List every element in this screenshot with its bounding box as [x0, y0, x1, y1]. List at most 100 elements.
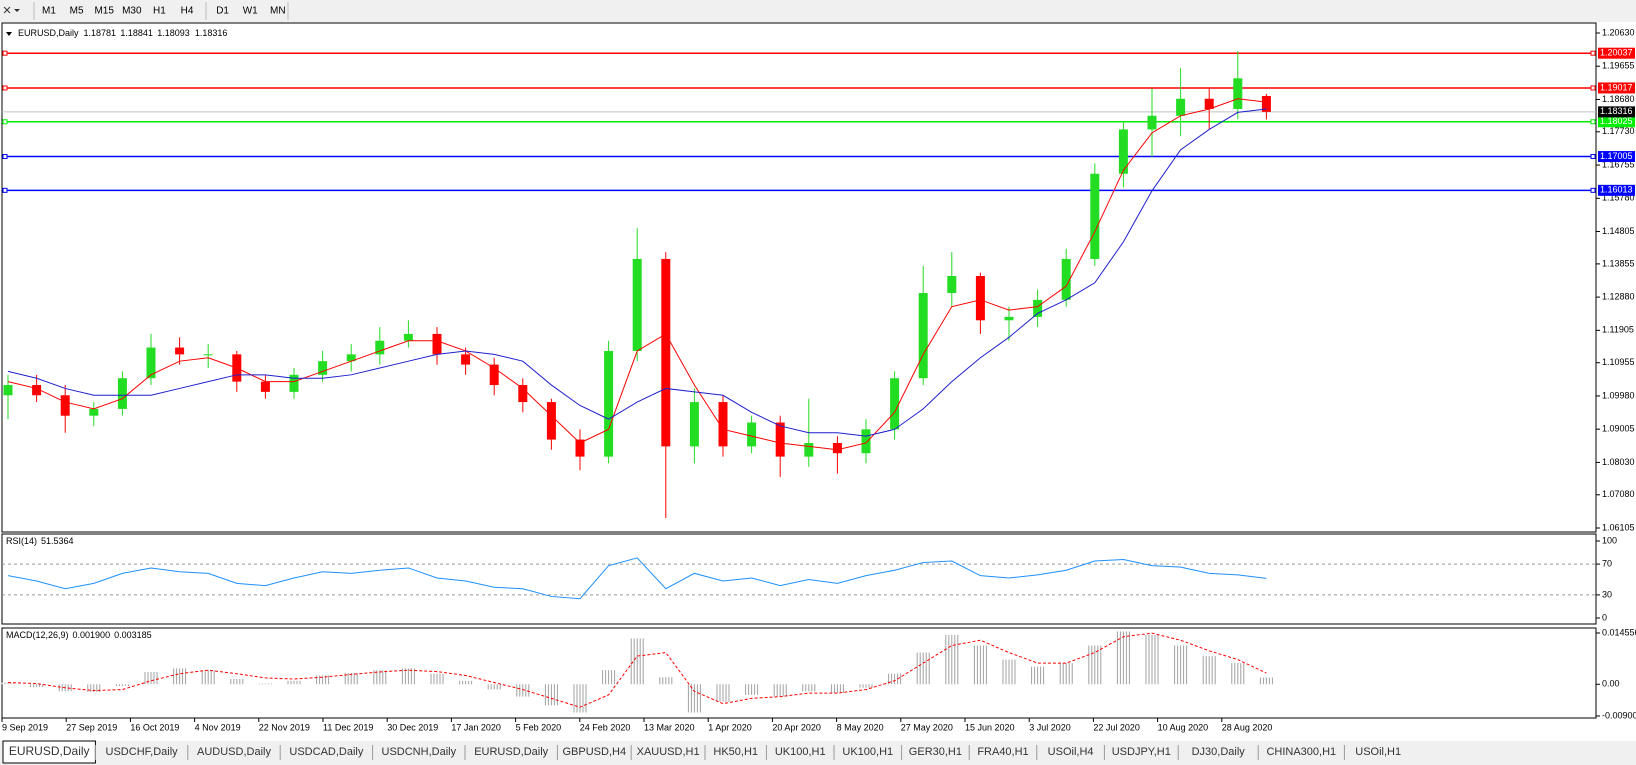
tab[interactable]: UK100,H1	[775, 746, 826, 758]
collapse-icon[interactable]	[6, 32, 12, 36]
x-tick-label: 1 Apr 2020	[708, 722, 752, 732]
tab[interactable]: FRA40,H1	[977, 746, 1028, 758]
x-tick-label: 4 Nov 2019	[195, 722, 241, 732]
level-handle[interactable]	[1590, 85, 1596, 91]
candle-body	[1004, 316, 1014, 321]
y-tick-label: 1.13855	[1602, 258, 1635, 268]
level-handle[interactable]	[1590, 154, 1596, 160]
candle-body	[661, 258, 671, 447]
timeframe-button[interactable]: M1	[42, 6, 56, 17]
x-tick-label: 28 Aug 2020	[1222, 722, 1273, 732]
candle-body	[175, 347, 185, 355]
tab[interactable]: DJ30,Daily	[1192, 746, 1246, 758]
tool-icon[interactable]	[3, 6, 11, 14]
level-handle[interactable]	[2, 85, 8, 91]
candle-body	[203, 354, 213, 356]
x-tick-label: 30 Dec 2019	[387, 722, 438, 732]
y-tick-label: 1.18680	[1602, 94, 1635, 104]
tab[interactable]: USDCNH,Daily	[382, 746, 457, 758]
rsi-line	[7, 557, 1267, 600]
tab[interactable]: USOil,H1	[1355, 746, 1401, 758]
candle-body	[718, 402, 728, 447]
timeframe-button[interactable]: M15	[94, 6, 114, 17]
timeframe-button[interactable]: MN	[270, 6, 286, 17]
y-tick-label: 0.00	[1602, 679, 1620, 689]
x-tick-label: 13 Mar 2020	[644, 722, 695, 732]
x-tick-label: 8 May 2020	[837, 722, 884, 732]
tab[interactable]: EURUSD,Daily	[474, 746, 548, 758]
y-tick-label: 0	[1602, 612, 1607, 622]
y-tick-label: 0.014556	[1602, 627, 1636, 637]
timeframe-button[interactable]: H1	[153, 6, 166, 17]
candle-body	[260, 381, 270, 392]
tab[interactable]: GER30,H1	[909, 746, 962, 758]
x-tick-label: 3 Jul 2020	[1029, 722, 1071, 732]
candle-body	[518, 385, 528, 403]
candle-body	[375, 340, 385, 355]
y-tick-label: 1.16755	[1602, 159, 1635, 169]
moving-average	[7, 108, 1267, 437]
candle-body	[403, 333, 413, 341]
candle-body	[832, 442, 842, 454]
timeframe-button[interactable]: D1	[216, 6, 229, 17]
level-handle[interactable]	[2, 187, 8, 193]
tab[interactable]: XAUUSD,H1	[637, 746, 700, 758]
tab[interactable]: USOil,H4	[1048, 746, 1094, 758]
ohlc-value: 1.18093	[157, 28, 190, 38]
timeframe-button[interactable]: M30	[122, 6, 142, 17]
level-handle[interactable]	[2, 119, 8, 125]
y-tick-label: -0.00900	[1602, 710, 1636, 720]
level-handle[interactable]	[1590, 50, 1596, 56]
indicator-value: 0.003185	[114, 630, 152, 640]
tab[interactable]: HK50,H1	[713, 746, 758, 758]
candle-body	[432, 333, 442, 355]
y-tick-label: 1.08030	[1602, 457, 1635, 467]
tab[interactable]: EURUSD,Daily	[9, 744, 90, 758]
tab[interactable]: CHINA300,H1	[1266, 746, 1336, 758]
y-tick-label: 1.11905	[1602, 325, 1634, 335]
tab[interactable]: USDCHF,Daily	[106, 746, 179, 758]
x-tick-label: 16 Oct 2019	[130, 722, 179, 732]
y-tick-label: 1.15780	[1602, 193, 1635, 203]
x-tick-label: 20 Apr 2020	[772, 722, 821, 732]
candle-body	[1061, 258, 1071, 300]
level-price-box	[1598, 151, 1635, 163]
candle-body	[32, 385, 42, 396]
timeframe-button[interactable]: W1	[243, 6, 258, 17]
level-handle[interactable]	[2, 50, 8, 56]
level-price-label: 1.17005	[1600, 151, 1633, 161]
candle-body	[861, 429, 871, 454]
candle-body	[60, 395, 70, 416]
ohlc-value: 1.18781	[84, 28, 117, 38]
candle-body	[575, 439, 585, 457]
candle-body	[689, 402, 699, 447]
candle-body	[604, 350, 614, 457]
tab[interactable]: USDJPY,H1	[1112, 746, 1171, 758]
dropdown-arrow[interactable]	[14, 9, 20, 12]
bid-price-label: 1.18316	[1600, 106, 1633, 116]
level-handle[interactable]	[1590, 119, 1596, 125]
candle-body	[1118, 129, 1128, 174]
x-tick-label: 24 Feb 2020	[580, 722, 631, 732]
x-tick-label: 5 Feb 2020	[516, 722, 562, 732]
chart-header: EURUSD,Daily 1.18781 1.18841 1.18093 1.18316	[18, 28, 227, 38]
level-handle[interactable]	[1590, 187, 1596, 193]
tab[interactable]: GBPUSD,H4	[563, 746, 627, 758]
tab[interactable]: AUDUSD,Daily	[197, 746, 271, 758]
candle-body	[461, 354, 471, 365]
ohlc-value: 1.18316	[195, 28, 228, 38]
level-handle[interactable]	[2, 154, 8, 160]
tab[interactable]: USDCAD,Daily	[289, 746, 363, 758]
candle-body	[1090, 173, 1100, 259]
moving-average	[7, 98, 1267, 451]
timeframe-button[interactable]: M5	[70, 6, 84, 17]
level-price-label: 1.16013	[1600, 185, 1633, 195]
candle-body	[1261, 96, 1271, 112]
timeframe-button[interactable]: H4	[181, 6, 194, 17]
tab[interactable]: UK100,H1	[842, 746, 893, 758]
candle-body	[1147, 115, 1157, 130]
indicator-header: MACD(12,26,9) 0.001900 0.003185	[6, 630, 152, 640]
y-tick-label: 1.17730	[1602, 126, 1635, 136]
